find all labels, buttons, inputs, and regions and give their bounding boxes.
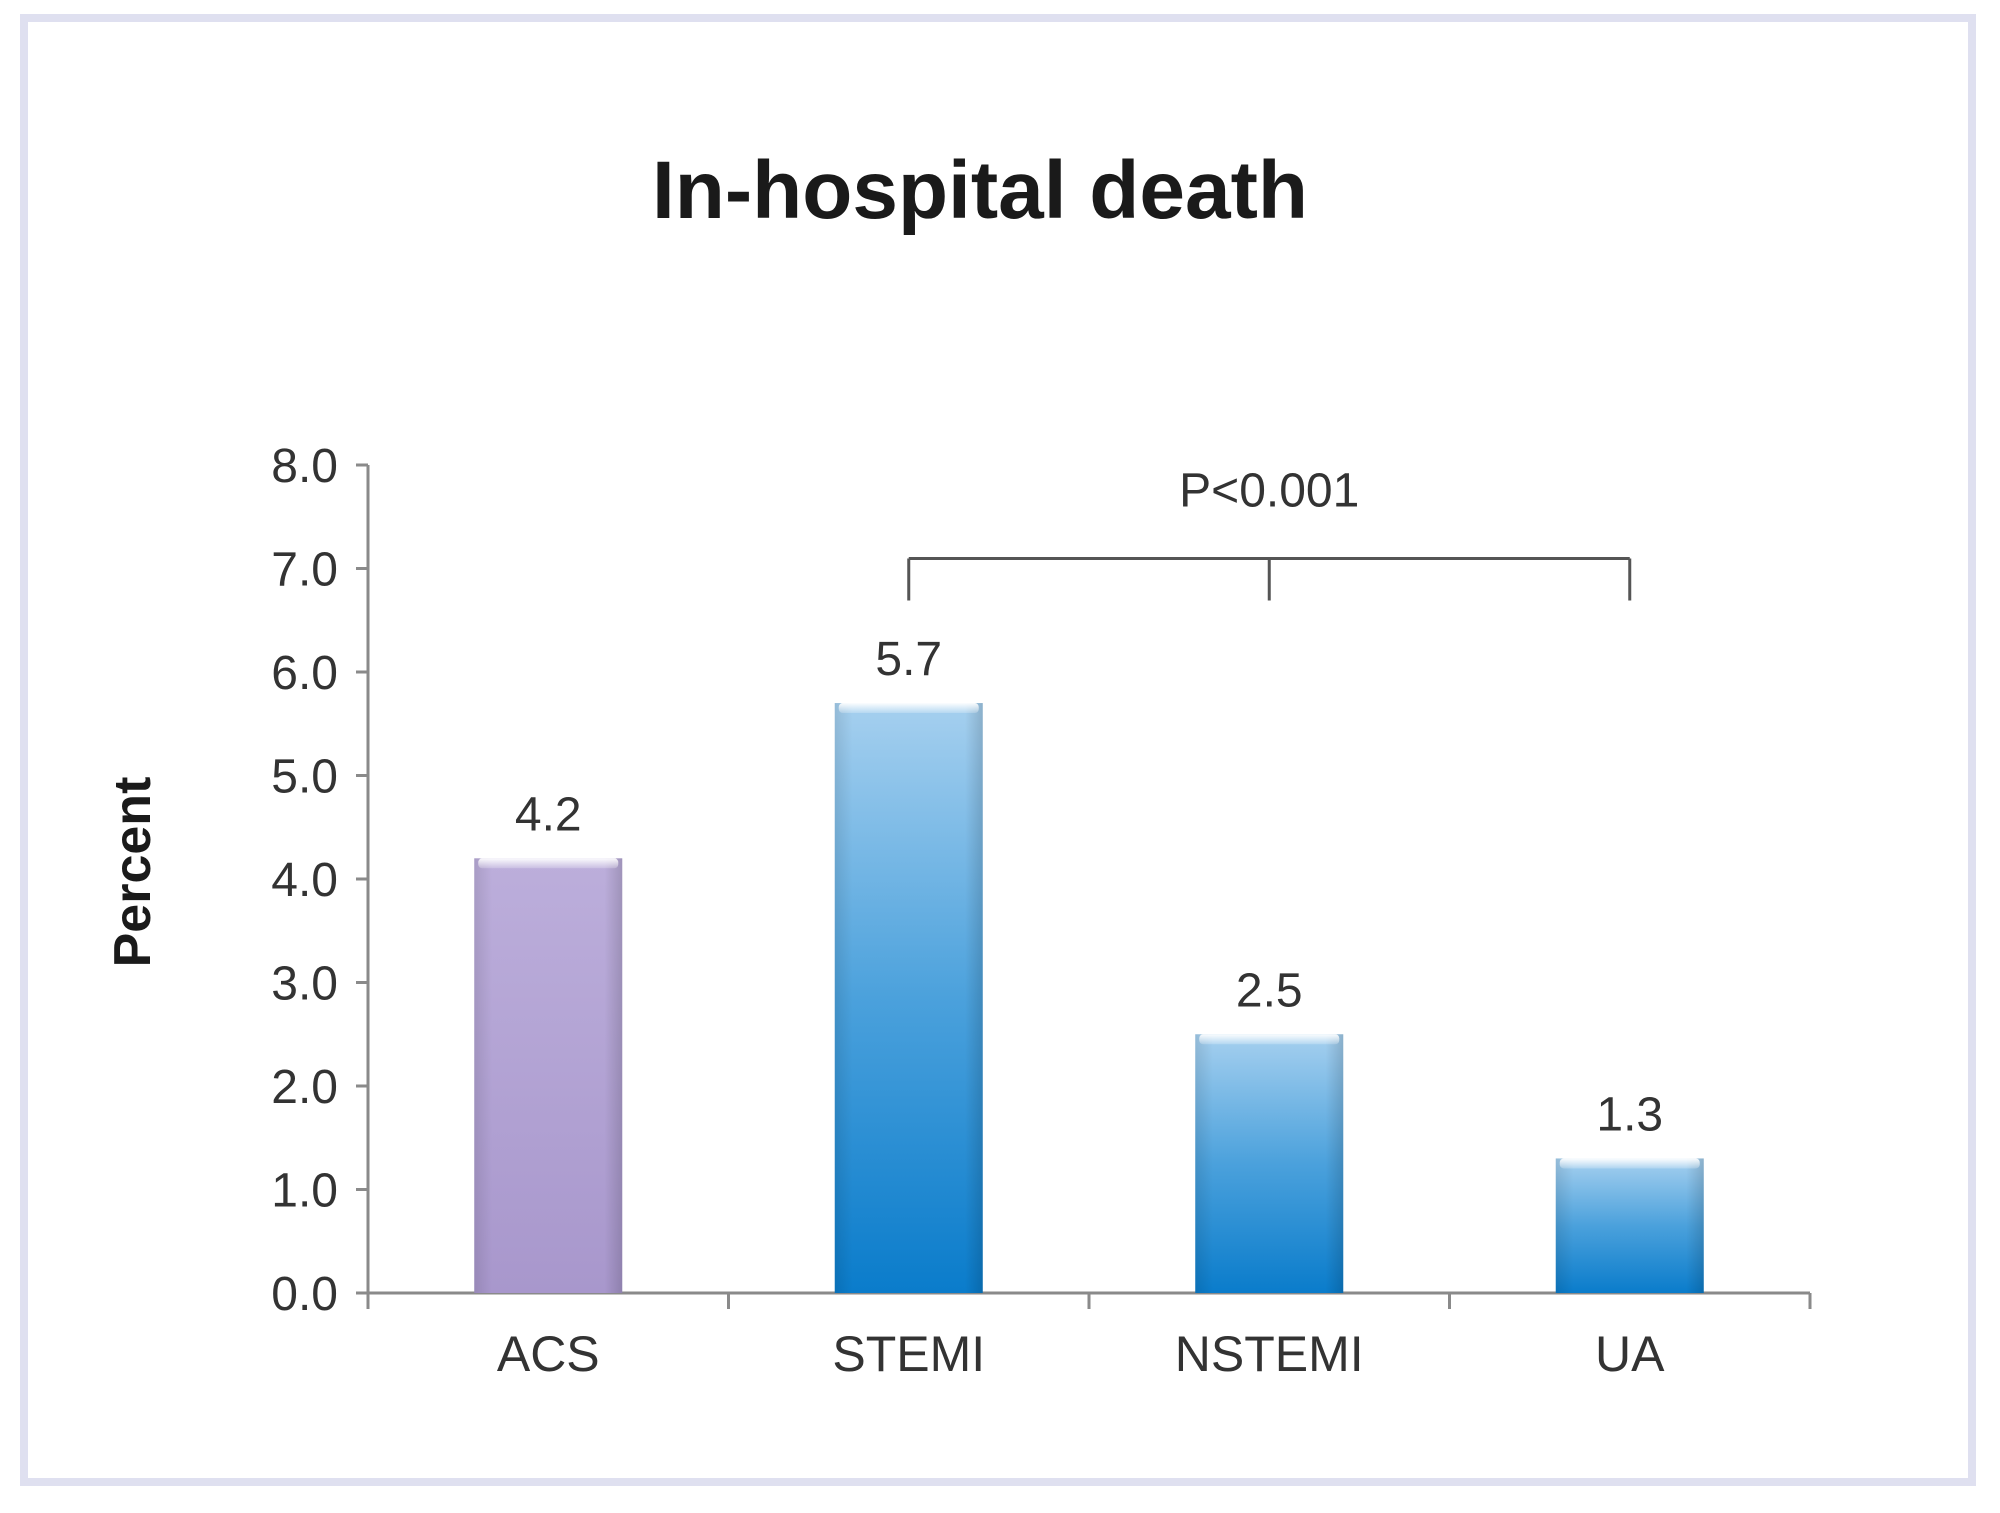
p-value-label: P<0.001: [1179, 465, 1359, 518]
bar-value-label: 2.5: [1236, 964, 1303, 1017]
y-tick-label: 6.0: [271, 647, 338, 700]
bar-acs: [474, 858, 623, 1293]
bar-shading: [474, 858, 623, 1293]
chart-title: In-hospital death: [652, 145, 1308, 236]
bar-value-label: 1.3: [1596, 1088, 1663, 1141]
bar-highlight: [1559, 1158, 1700, 1169]
bar-series: 4.2 5.7 2.5 1.3: [474, 633, 1704, 1293]
y-tick-label: 5.0: [271, 751, 338, 804]
y-tick-label: 1.0: [271, 1165, 338, 1218]
bar-ua: [1555, 1158, 1704, 1293]
bar-stemi: [834, 703, 983, 1293]
bar-value-label: 5.7: [875, 633, 942, 686]
y-tick-label: 4.0: [271, 854, 338, 907]
bar-shading: [834, 703, 983, 1293]
y-axis: 0.0 1.0 2.0 3.0 4.0 5.0 6.0 7.0 8.0: [271, 440, 370, 1321]
y-axis-label: Percent: [104, 777, 162, 968]
bar-highlight: [478, 858, 619, 869]
x-category-label: STEMI: [832, 1326, 985, 1382]
x-axis: ACS STEMI NSTEMI UA: [366, 1291, 1812, 1382]
x-category-label: NSTEMI: [1175, 1326, 1364, 1382]
y-tick-label: 7.0: [271, 544, 338, 597]
y-tick-label: 2.0: [271, 1061, 338, 1114]
significance-annotation: P<0.001: [907, 465, 1632, 601]
y-tick-label: 8.0: [271, 440, 338, 493]
bar-nstemi: [1195, 1034, 1344, 1293]
bar-shading: [1195, 1034, 1344, 1293]
y-tick-label: 3.0: [271, 958, 338, 1011]
x-category-label: ACS: [497, 1326, 600, 1382]
bar-highlight: [1199, 1034, 1340, 1045]
bar-value-label: 4.2: [515, 788, 582, 841]
bar-highlight: [838, 703, 979, 714]
bar-shading: [1555, 1158, 1704, 1293]
y-tick-label: 0.0: [271, 1268, 338, 1321]
x-category-label: UA: [1595, 1326, 1665, 1382]
